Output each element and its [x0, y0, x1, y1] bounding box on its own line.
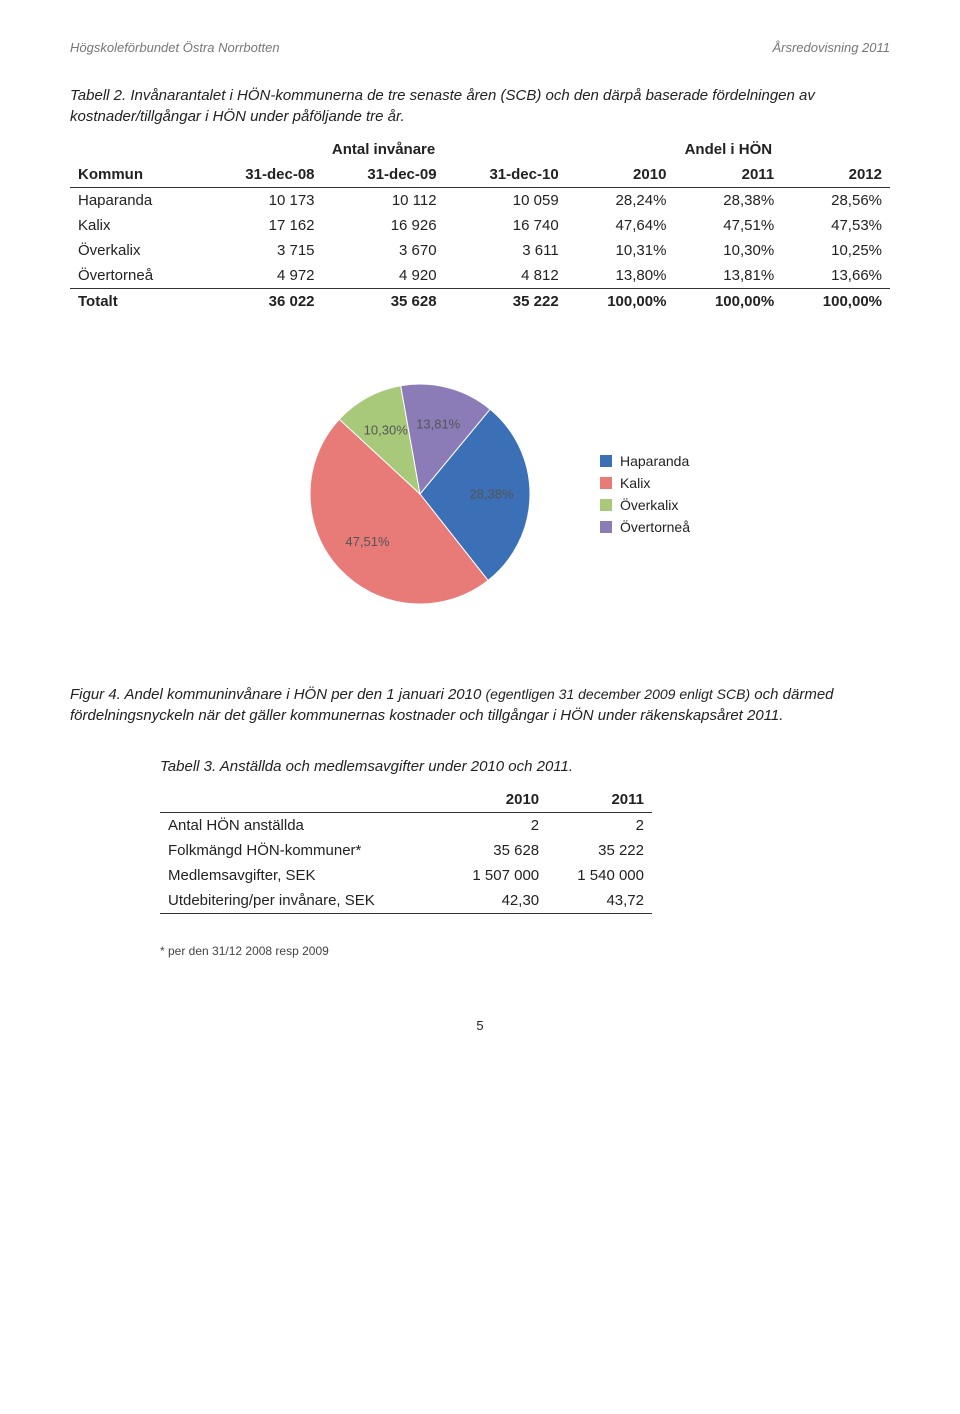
table-cell: 10 112 [323, 188, 445, 214]
table-cell: 10,25% [782, 238, 890, 263]
pie-legend: Haparanda Kalix Överkalix Övertorneå [600, 447, 690, 541]
pie-chart-figure: 28,38% 47,51% 10,30% 13,81% Haparanda Kalix Ö… [70, 344, 890, 644]
table-row: Folkmängd HÖN-kommuner*35 62835 222 [160, 838, 652, 863]
table-cell: 3 715 [200, 238, 322, 263]
table2-col: 31-dec-09 [323, 162, 445, 188]
legend-swatch [600, 499, 612, 511]
pie-chart: 28,38% 47,51% 10,30% 13,81% [270, 344, 570, 644]
table2-col: 31-dec-10 [445, 162, 567, 188]
table-cell: 2 [547, 813, 652, 839]
table2-col: 2011 [674, 162, 782, 188]
table-row: Antal HÖN anställda22 [160, 813, 652, 839]
legend-swatch [600, 521, 612, 533]
table-row: Utdebitering/per invånare, SEK42,3043,72 [160, 888, 652, 914]
table-cell: 28,56% [782, 188, 890, 214]
table2-header-row: Kommun 31-dec-08 31-dec-09 31-dec-10 201… [70, 162, 890, 188]
legend-item: Övertorneå [600, 519, 690, 535]
legend-swatch [600, 455, 612, 467]
table3-caption: Tabell 3. Anställda och medlemsavgifter … [160, 756, 652, 777]
table-cell: 3 611 [445, 238, 567, 263]
legend-item: Överkalix [600, 497, 690, 513]
table3-footnote: * per den 31/12 2008 resp 2009 [160, 944, 890, 958]
table2-caption: Tabell 2. Invånarantalet i HÖN-kommunern… [70, 85, 890, 127]
table-cell: Kalix [70, 213, 200, 238]
table3-col: 2011 [547, 787, 652, 813]
table2-col: 2012 [782, 162, 890, 188]
fig4-lead: Figur 4. Andel kommuninvånare i HÖN per … [70, 686, 486, 703]
table-row: Övertorneå4 9724 9204 81213,80%13,81%13,… [70, 263, 890, 289]
header-left: Högskoleförbundet Östra Norrbotten [70, 40, 280, 55]
table-cell: 10,30% [674, 238, 782, 263]
header-right: Årsredovisning 2011 [772, 40, 890, 55]
table-cell: 1 507 000 [442, 863, 547, 888]
fig4-sub: (egentligen 31 december 2009 enligt SCB) [486, 686, 751, 702]
table-cell: 17 162 [200, 213, 322, 238]
table-cell: 10 173 [200, 188, 322, 214]
table-cell: 28,38% [674, 188, 782, 214]
table-cell: 1 540 000 [547, 863, 652, 888]
table-cell: 13,80% [567, 263, 675, 289]
table-cell: 10,31% [567, 238, 675, 263]
table-cell: 42,30 [442, 888, 547, 914]
table-cell: Övertorneå [70, 263, 200, 289]
legend-label: Övertorneå [620, 519, 690, 535]
table2-col: 2010 [567, 162, 675, 188]
table-cell: 13,81% [674, 263, 782, 289]
table-cell: 16 926 [323, 213, 445, 238]
table2-total-row: Totalt 36 022 35 628 35 222 100,00% 100,… [70, 289, 890, 315]
table-row: Överkalix3 7153 6703 61110,31%10,30%10,2… [70, 238, 890, 263]
table-cell: 28,24% [567, 188, 675, 214]
table2: Antal invånare Andel i HÖN Kommun 31-dec… [70, 137, 890, 314]
table3-col: 2010 [442, 787, 547, 813]
table3: 2010 2011 Antal HÖN anställda22Folkmängd… [160, 787, 652, 914]
table2-col: Kommun [70, 162, 200, 188]
page-number: 5 [70, 1018, 890, 1033]
legend-item: Kalix [600, 475, 690, 491]
table-cell: Antal HÖN anställda [160, 813, 442, 839]
pie-slice-label: 10,30% [364, 423, 409, 438]
table2-col: 31-dec-08 [200, 162, 322, 188]
legend-label: Haparanda [620, 453, 689, 469]
pie-slice-label: 28,38% [469, 486, 514, 501]
table-cell: Folkmängd HÖN-kommuner* [160, 838, 442, 863]
legend-label: Kalix [620, 475, 650, 491]
table3-header-row: 2010 2011 [160, 787, 652, 813]
table-cell: Medlemsavgifter, SEK [160, 863, 442, 888]
table-row: Medlemsavgifter, SEK1 507 0001 540 000 [160, 863, 652, 888]
table-cell: 10 059 [445, 188, 567, 214]
table-cell: 4 972 [200, 263, 322, 289]
table-cell: Utdebitering/per invånare, SEK [160, 888, 442, 914]
table-cell: Haparanda [70, 188, 200, 214]
figure4-caption: Figur 4. Andel kommuninvånare i HÖN per … [70, 684, 890, 726]
table-cell: 47,51% [674, 213, 782, 238]
table2-total-label: Totalt [70, 289, 200, 315]
table-cell: 4 812 [445, 263, 567, 289]
legend-item: Haparanda [600, 453, 690, 469]
table-cell: 2 [442, 813, 547, 839]
table-cell: 3 670 [323, 238, 445, 263]
table-cell: Överkalix [70, 238, 200, 263]
table-cell: 4 920 [323, 263, 445, 289]
page-header: Högskoleförbundet Östra Norrbotten Årsre… [70, 40, 890, 55]
pie-slice-label: 47,51% [345, 534, 390, 549]
table3-col [160, 787, 442, 813]
table-cell: 35 628 [442, 838, 547, 863]
table-cell: 47,64% [567, 213, 675, 238]
pie-slice-label: 13,81% [416, 416, 461, 431]
table-cell: 43,72 [547, 888, 652, 914]
table-cell: 47,53% [782, 213, 890, 238]
table2-suphead-right: Andel i HÖN [567, 137, 890, 162]
table-cell: 16 740 [445, 213, 567, 238]
legend-swatch [600, 477, 612, 489]
legend-label: Överkalix [620, 497, 678, 513]
table2-suphead-left: Antal invånare [200, 137, 566, 162]
table-row: Kalix17 16216 92616 74047,64%47,51%47,53… [70, 213, 890, 238]
table-cell: 35 222 [547, 838, 652, 863]
table-cell: 13,66% [782, 263, 890, 289]
table-row: Haparanda10 17310 11210 05928,24%28,38%2… [70, 188, 890, 214]
